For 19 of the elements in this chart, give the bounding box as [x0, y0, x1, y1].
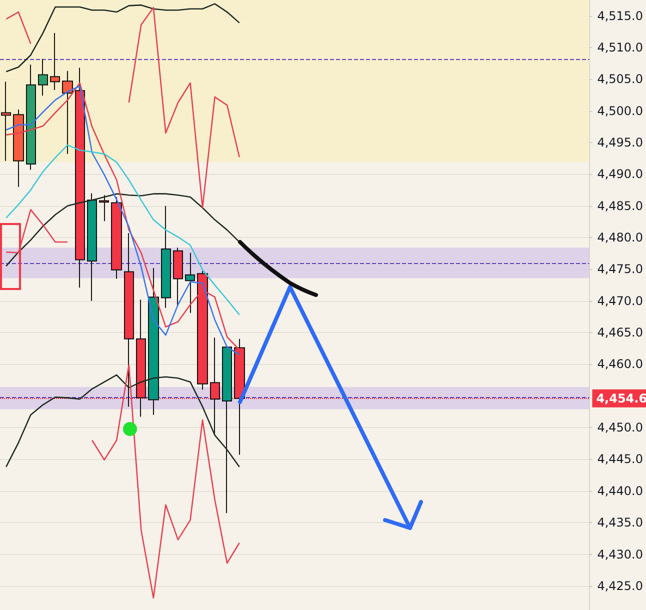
y-tick-label: 4,475.0	[597, 262, 644, 276]
y-tick-label: 4,485.0	[597, 198, 644, 213]
y-tick-label: 4,500.0	[597, 104, 644, 118]
y-tick-label: 4,435.0	[597, 516, 644, 530]
y-tick-label: 4,510.0	[597, 40, 644, 55]
y-tick-label: 4,440.0	[597, 484, 644, 498]
y-tick-label: 4,480.0	[597, 230, 644, 245]
y-tick-label: 4,515.0	[597, 8, 644, 23]
y-tick-label: 4,425.0	[597, 578, 644, 593]
y-tick-label: 4,505.0	[597, 72, 644, 86]
y-tick-label: 4,445.0	[597, 452, 644, 466]
y-tick-label: 4,495.0	[597, 136, 644, 150]
y-tick-label: 4,470.0	[597, 294, 644, 308]
y-tick-label: 4,450.0	[597, 420, 644, 435]
y-tick-label: 4,490.0	[597, 167, 644, 182]
y-tick-label: 4,460.0	[597, 357, 644, 372]
y-tick-label: 4,465.0	[597, 326, 644, 340]
ref-line-label: 4,454.6	[596, 391, 646, 406]
y-tick-label: 4,430.0	[597, 547, 644, 562]
